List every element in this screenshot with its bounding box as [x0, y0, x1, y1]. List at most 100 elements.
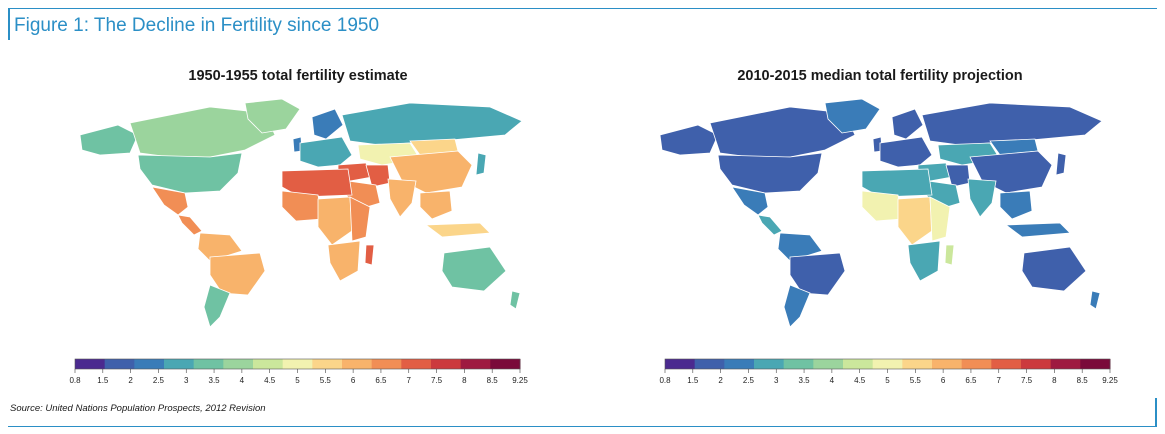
legend-tick-label: 4.5	[264, 376, 276, 385]
legend-swatch	[104, 359, 135, 369]
region-brazil	[789, 252, 846, 296]
color-legend-1950: 0.8 1.5 2 2.5 3 3.5 4 4.5 5 5.5 6 6.5 7 7.5 8 8.5 9.25	[55, 355, 555, 389]
legend-swatch	[460, 359, 491, 369]
region-australia	[1021, 246, 1087, 292]
legend-swatch	[164, 359, 195, 369]
region-indonesia	[1004, 222, 1071, 238]
region-argentina	[783, 284, 811, 328]
legend-tick-label: 8.5	[487, 376, 499, 385]
legend-swatch	[371, 359, 402, 369]
region-indonesia	[424, 222, 491, 238]
legend-tick-label: 3	[774, 376, 779, 385]
legend-swatch	[1080, 359, 1111, 369]
region-southern-africa	[907, 240, 941, 282]
region-canada	[709, 106, 856, 158]
legend-tick-label: 9.25	[1102, 376, 1118, 385]
legend-swatch	[665, 359, 696, 369]
legend-swatch	[223, 359, 254, 369]
legend-tick-label: 3	[184, 376, 189, 385]
legend-tick-label: 5	[295, 376, 300, 385]
legend-tick-label: 5.5	[320, 376, 332, 385]
legend-swatch	[134, 359, 165, 369]
legend-swatch	[902, 359, 933, 369]
legend-tick-label: 8.5	[1077, 376, 1089, 385]
legend-swatch	[872, 359, 903, 369]
region-north-africa	[281, 168, 353, 198]
region-brazil	[209, 252, 266, 296]
legend-tick-label: 2	[128, 376, 133, 385]
region-mexico	[731, 186, 769, 216]
legend-swatch	[724, 359, 755, 369]
legend-swatch	[1021, 359, 1052, 369]
region-madagascar	[364, 244, 375, 266]
legend-tick-label: 2	[718, 376, 723, 385]
region-scandinavia	[311, 108, 344, 140]
frame-left-rule	[8, 8, 10, 40]
region-new-zealand	[1089, 290, 1101, 310]
frame-top-rule	[8, 8, 1157, 9]
region-alaska	[79, 124, 139, 156]
region-india	[967, 178, 997, 218]
region-southeast-asia	[999, 190, 1033, 220]
region-north-america	[137, 152, 243, 194]
region-europe	[299, 136, 353, 168]
legend-swatch	[253, 359, 284, 369]
legend-swatch	[813, 359, 844, 369]
map-title-1950: 1950-1955 total fertility estimate	[188, 68, 408, 84]
region-west-africa	[861, 190, 903, 222]
region-mexico	[151, 186, 189, 216]
legend-tick-label: 6.5	[375, 376, 387, 385]
region-russia	[921, 102, 1103, 146]
legend-tick-label: 1.5	[97, 376, 109, 385]
legend-tick-label: 6	[351, 376, 356, 385]
legend-swatch	[342, 359, 373, 369]
legend-swatch	[431, 359, 462, 369]
legend-swatch	[401, 359, 432, 369]
legend-tick-label: 4	[830, 376, 835, 385]
legend-tick-label: 3.5	[209, 376, 221, 385]
legend-tick-label: 2.5	[153, 376, 165, 385]
legend-tick-label: 8	[462, 376, 467, 385]
legend-tick-label: 6.5	[965, 376, 977, 385]
legend-tick-label: 6	[941, 376, 946, 385]
region-india	[387, 178, 417, 218]
legend-tick-label: 9.25	[512, 376, 528, 385]
region-madagascar	[944, 244, 955, 266]
region-australia	[441, 246, 507, 292]
region-russia	[341, 102, 523, 146]
region-central-africa	[897, 196, 933, 246]
legend-swatch	[490, 359, 521, 369]
region-scandinavia	[891, 108, 924, 140]
legend-swatch	[783, 359, 814, 369]
legend-tick-label: 2.5	[743, 376, 755, 385]
legend-swatch	[843, 359, 874, 369]
legend-tick-label: 7	[997, 376, 1002, 385]
legend-tick-label: 4.5	[854, 376, 866, 385]
legend-swatch	[754, 359, 785, 369]
region-southeast-asia	[419, 190, 453, 220]
region-alaska	[659, 124, 719, 156]
legend-tick-label: 7.5	[431, 376, 443, 385]
color-legend-2010: 0.8 1.5 2 2.5 3 3.5 4 4.5 5 5.5 6 6.5 7 7.5 8 8.5 9.25	[645, 355, 1145, 389]
region-europe	[879, 136, 933, 168]
legend-swatch	[193, 359, 224, 369]
legend-tick-label: 8	[1052, 376, 1057, 385]
legend-swatch	[961, 359, 992, 369]
legend-tick-label: 7	[407, 376, 412, 385]
region-canada	[129, 106, 276, 158]
legend-tick-label: 3.5	[799, 376, 811, 385]
region-east-africa	[349, 196, 371, 242]
region-east-africa	[929, 196, 951, 242]
legend-swatch	[1050, 359, 1081, 369]
legend-tick-label: 5	[885, 376, 890, 385]
region-new-zealand	[509, 290, 521, 310]
region-japan	[475, 152, 487, 176]
world-map-1950	[79, 98, 523, 328]
legend-swatch	[75, 359, 106, 369]
figure-title: Figure 1: The Decline in Fertility since…	[14, 15, 380, 36]
legend-swatch	[991, 359, 1022, 369]
legend-tick-label: 4	[240, 376, 245, 385]
region-central-africa	[317, 196, 353, 246]
legend-tick-label: 7.5	[1021, 376, 1033, 385]
map-title-2010: 2010-2015 median total fertility project…	[737, 68, 1023, 84]
